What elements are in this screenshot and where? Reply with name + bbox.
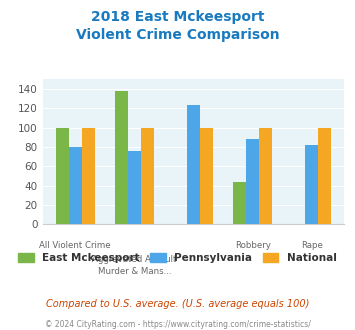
Text: Aggravated Assault
Murder & Mans...: Aggravated Assault Murder & Mans... xyxy=(92,255,176,277)
Bar xyxy=(56,128,69,224)
Bar xyxy=(233,182,246,224)
Bar xyxy=(200,128,213,224)
Text: All Violent Crime: All Violent Crime xyxy=(39,241,111,250)
Bar xyxy=(82,128,95,224)
Bar xyxy=(69,147,82,224)
Text: Compared to U.S. average. (U.S. average equals 100): Compared to U.S. average. (U.S. average … xyxy=(46,299,309,309)
Bar xyxy=(305,145,318,224)
Bar xyxy=(246,139,259,224)
Bar xyxy=(141,128,154,224)
Legend: East Mckeesport, Pennsylvania, National: East Mckeesport, Pennsylvania, National xyxy=(14,248,341,267)
Bar xyxy=(128,151,141,224)
Text: © 2024 CityRating.com - https://www.cityrating.com/crime-statistics/: © 2024 CityRating.com - https://www.city… xyxy=(45,320,310,329)
Bar xyxy=(115,91,128,224)
Text: 2018 East Mckeesport
Violent Crime Comparison: 2018 East Mckeesport Violent Crime Compa… xyxy=(76,10,279,42)
Bar xyxy=(318,128,331,224)
Bar xyxy=(187,105,200,224)
Bar xyxy=(259,128,272,224)
Text: Rape: Rape xyxy=(301,241,323,250)
Text: Robbery: Robbery xyxy=(235,241,271,250)
